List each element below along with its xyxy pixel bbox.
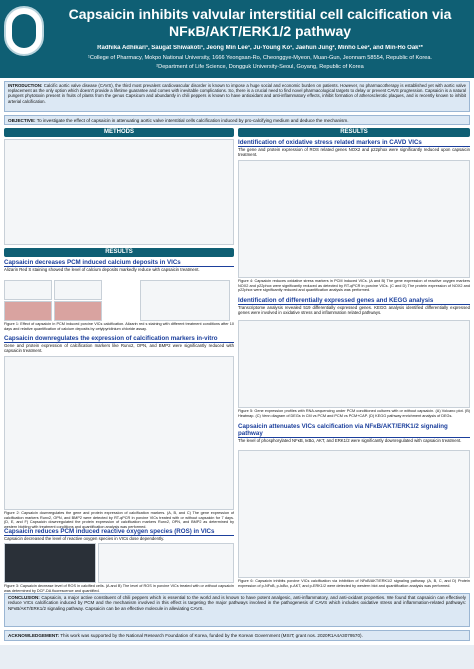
section-title: Capsaicin downregulates the expression o… (4, 335, 234, 343)
caption: Figure 3: Capsaicin decrease level of RO… (4, 584, 234, 593)
caption: Figure 2: Capsaicin downregulates the ge… (4, 511, 234, 529)
section-title: Capsaicin decreases PCM induced calcium … (4, 259, 234, 267)
section-title: Capsaicin reduces PCM induced reactive o… (4, 528, 234, 536)
logo (4, 6, 44, 56)
introduction: INTRODUCTION: Calcific aortic valve dise… (4, 81, 470, 112)
figure (238, 450, 470, 578)
figure (54, 280, 102, 300)
figure (238, 320, 470, 408)
label: INTRODUCTION: (8, 83, 43, 88)
section-heading: RESULTS (4, 248, 234, 257)
text: The level of phosphorylated NFκB, IκBα, … (238, 438, 462, 443)
authors: Radhika Adhikari¹, Saugat Shiwakoti¹, Je… (97, 45, 423, 51)
affiliation: ¹College of Pharmacy, Mokpo National Uni… (87, 55, 432, 61)
caption: Figure 1: Effect of capsaicin in PCM ind… (4, 322, 234, 331)
section-heading: RESULTS (238, 128, 470, 137)
text: Gene and protein expression of calcifica… (4, 343, 234, 353)
label: ACKNOWLEDGEMENT: (8, 633, 60, 638)
figure (140, 280, 230, 321)
section-heading: METHODS (4, 128, 234, 137)
text: Transcriptome analysis revealed 519 diff… (238, 305, 470, 315)
logo-mark (12, 14, 36, 48)
section-title: Identification of differentially express… (238, 297, 470, 305)
caption: Figure 6: Capsaicin inhibits porcine VIC… (238, 579, 470, 588)
conclusion: CONCLUSION: Capsaicin, a major active co… (4, 593, 470, 627)
text: To investigate the effect of capsaicin i… (36, 118, 349, 123)
figure (98, 543, 234, 583)
footer (0, 645, 474, 669)
caption: Figure 4: Capsaicin reduces oxidative st… (238, 279, 470, 292)
text: This work was supported by the National … (60, 633, 363, 638)
figure (4, 280, 52, 300)
figure (238, 160, 470, 278)
text: Alizarin Red S staining showed the level… (4, 267, 200, 272)
objective: OBJECTIVE: To investigate the effect of … (4, 115, 470, 125)
affiliation: ²Department of Life Science, Dongguk Uni… (156, 64, 364, 70)
section-title: Identification of oxidative stress relat… (238, 139, 470, 147)
methods-figure (4, 139, 234, 245)
figure (54, 301, 102, 321)
figure (4, 356, 234, 510)
label: OBJECTIVE: (8, 118, 36, 123)
text: The gene and protein expression of ROS r… (238, 147, 470, 157)
text: Calcific aortic valve disease (CAVS), th… (8, 83, 466, 104)
figure (4, 301, 52, 321)
label: CONCLUSION: (8, 595, 40, 600)
text: Capsaicin, a major active constituent of… (8, 595, 466, 611)
caption: Figure 5: Gene expression profiles with … (238, 409, 470, 418)
figure (4, 543, 96, 583)
section-title: Capsaicin attenuates VICs calcification … (238, 423, 470, 438)
header: Capsaicin inhibits valvular interstitial… (0, 0, 474, 78)
text: Capsaicin decreased the level of reactiv… (4, 536, 165, 541)
title: Capsaicin inhibits valvular interstitial… (68, 6, 452, 39)
acknowledgement: ACKNOWLEDGEMENT: This work was supported… (4, 630, 470, 641)
